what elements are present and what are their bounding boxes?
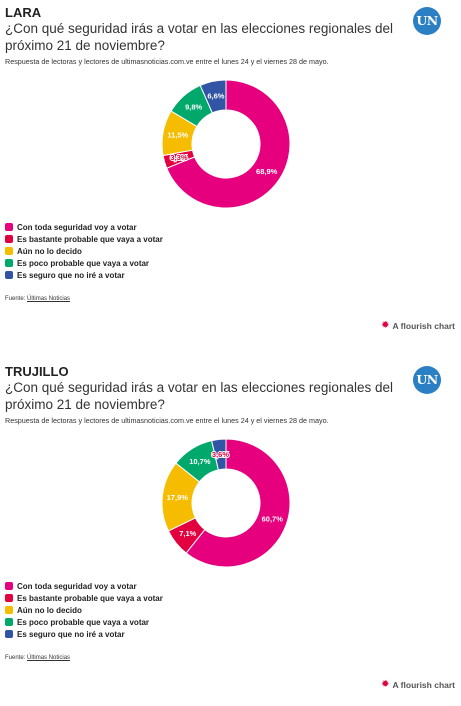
flourish-credit[interactable]: ✹ A flourish chart <box>381 320 455 331</box>
legend-item[interactable]: Es bastante probable que vaya a votar <box>5 592 163 604</box>
source-note: Fuente: Últimas Noticias <box>5 655 70 661</box>
legend-label: Es poco probable que vaya a votar <box>17 617 150 627</box>
chart-title: ¿Con qué seguridad irás a votar en las e… <box>5 380 393 412</box>
donut-slice[interactable] <box>185 438 291 568</box>
slice-data-label: 68,9% <box>256 167 278 176</box>
source-link[interactable]: Últimas Noticias <box>27 296 71 302</box>
legend-swatch <box>5 223 13 231</box>
donut-chart: 68,9% 3,3% 11,5% 9,8% 6,6% <box>161 79 291 209</box>
donut-slice[interactable] <box>166 79 291 209</box>
legend-label: Con toda seguridad voy a votar <box>17 222 137 232</box>
legend-label: Es bastante probable que vaya a votar <box>17 234 163 244</box>
legend-label: Aún no lo decido <box>17 605 82 615</box>
flourish-label: A flourish chart <box>392 679 456 690</box>
legend-item[interactable]: Es bastante probable que vaya a votar <box>5 233 163 245</box>
flourish-credit[interactable]: ✹ A flourish chart <box>381 679 455 690</box>
source-note: Fuente: Últimas Noticias <box>5 296 70 302</box>
legend-label: Aún no lo decido <box>17 246 82 256</box>
donut-slice[interactable] <box>199 79 227 114</box>
chart-subtitle: Respuesta de lectoras y lectores de ulti… <box>5 416 329 425</box>
chart-subtitle: Respuesta de lectoras y lectores de ulti… <box>5 57 329 66</box>
region-title: LARA <box>5 5 42 20</box>
legend-swatch <box>5 259 13 267</box>
slice-data-label: 7,1% <box>179 529 196 538</box>
source-label: Fuente: <box>5 655 26 661</box>
slice-data-label: 10,7% <box>189 457 211 466</box>
legend-swatch <box>5 606 13 614</box>
chart-legend: Con toda seguridad voy a votar Es bastant… <box>5 580 163 640</box>
legend-item[interactable]: Es poco probable que vaya a votar <box>5 616 163 628</box>
chart-panel-trujillo: TRUJILLO ¿Con qué seguridad irás a votar… <box>0 359 461 706</box>
flourish-icon: ✹ <box>381 320 390 331</box>
chart-legend: Con toda seguridad voy a votar Es bastant… <box>5 221 163 281</box>
legend-label: Es poco probable que vaya a votar <box>17 258 150 268</box>
legend-item[interactable]: Aún no lo decido <box>5 604 163 616</box>
legend-swatch <box>5 630 13 638</box>
legend-item[interactable]: Es seguro que no iré a votar <box>5 628 163 640</box>
legend-label: Es seguro que no iré a votar <box>17 629 125 639</box>
flourish-label: A flourish chart <box>392 320 456 331</box>
legend-swatch <box>5 247 13 255</box>
chart-panel-lara: LARA ¿Con qué seguridad irás a votar en … <box>0 0 461 347</box>
donut-slice[interactable] <box>211 438 227 471</box>
legend-label: Con toda seguridad voy a votar <box>17 581 137 591</box>
legend-swatch <box>5 271 13 279</box>
donut-chart: 60,7% 7,1% 17,9% 10,7%3,6% <box>161 438 291 568</box>
legend-item[interactable]: Es poco probable que vaya a votar <box>5 257 163 269</box>
slice-data-label: 11,5% <box>167 131 188 140</box>
slice-data-label: 6,6% <box>207 92 224 101</box>
chart-title: ¿Con qué seguridad irás a votar en las e… <box>5 21 393 53</box>
legend-item[interactable]: Es seguro que no iré a votar <box>5 269 163 281</box>
legend-swatch <box>5 582 13 590</box>
legend-swatch <box>5 618 13 626</box>
source-link[interactable]: Últimas Noticias <box>27 655 71 661</box>
slice-data-label: 3,3% <box>170 153 187 162</box>
legend-item[interactable]: Aún no lo decido <box>5 245 163 257</box>
legend-swatch <box>5 235 13 243</box>
slice-data-label: 60,7% <box>262 515 284 524</box>
source-label: Fuente: <box>5 296 26 302</box>
slice-data-label: 9,8% <box>185 103 202 112</box>
flourish-icon: ✹ <box>381 679 390 690</box>
un-logo: UN <box>413 366 441 394</box>
slice-data-label: 17,9% <box>167 493 189 502</box>
legend-label: Es seguro que no iré a votar <box>17 270 125 280</box>
legend-label: Es bastante probable que vaya a votar <box>17 593 163 603</box>
legend-item[interactable]: Con toda seguridad voy a votar <box>5 580 163 592</box>
un-logo: UN <box>413 7 441 35</box>
region-title: TRUJILLO <box>5 364 69 379</box>
legend-item[interactable]: Con toda seguridad voy a votar <box>5 221 163 233</box>
legend-swatch <box>5 594 13 602</box>
slice-data-label: 3,6% <box>212 450 229 459</box>
